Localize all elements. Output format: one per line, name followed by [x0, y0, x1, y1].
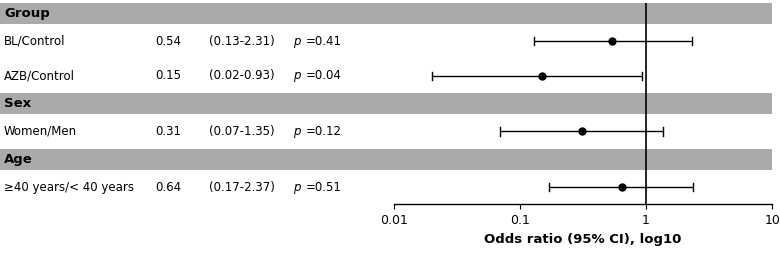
Text: p: p [293, 69, 301, 82]
Text: p: p [293, 34, 301, 48]
Text: (0.07-1.35): (0.07-1.35) [209, 125, 275, 138]
Text: Group: Group [4, 7, 50, 20]
Text: (0.13-2.31): (0.13-2.31) [209, 34, 275, 48]
Text: ≥40 years/< 40 years: ≥40 years/< 40 years [4, 181, 134, 193]
Text: 0.31: 0.31 [155, 125, 181, 138]
Text: 0.54: 0.54 [155, 34, 181, 48]
X-axis label: Odds ratio (95% CI), log10: Odds ratio (95% CI), log10 [484, 233, 682, 246]
Bar [394, 149, 772, 170]
Text: =0.12: =0.12 [305, 125, 342, 138]
Bar [394, 3, 772, 24]
Text: =0.51: =0.51 [305, 181, 341, 193]
Text: =0.04: =0.04 [305, 69, 341, 82]
Text: AZB/Control: AZB/Control [4, 69, 75, 82]
Text: (0.02-0.93): (0.02-0.93) [209, 69, 275, 82]
Text: Women/Men: Women/Men [4, 125, 77, 138]
Bar [394, 59, 772, 93]
Bar [0, 170, 394, 204]
Text: BL/Control: BL/Control [4, 34, 66, 48]
Text: Sex: Sex [4, 97, 31, 110]
Text: Age: Age [4, 153, 33, 166]
Bar [0, 3, 394, 24]
Bar [0, 24, 394, 59]
Text: 0.64: 0.64 [155, 181, 181, 193]
Bar [394, 114, 772, 149]
Bar [0, 59, 394, 93]
Bar [0, 93, 394, 114]
Bar [0, 149, 394, 170]
Text: 0.15: 0.15 [155, 69, 181, 82]
Bar [394, 24, 772, 59]
Text: (0.17-2.37): (0.17-2.37) [209, 181, 275, 193]
Text: p: p [293, 125, 301, 138]
Bar [394, 93, 772, 114]
Bar [0, 114, 394, 149]
Bar [394, 170, 772, 204]
Text: p: p [293, 181, 301, 193]
Text: =0.41: =0.41 [305, 34, 342, 48]
